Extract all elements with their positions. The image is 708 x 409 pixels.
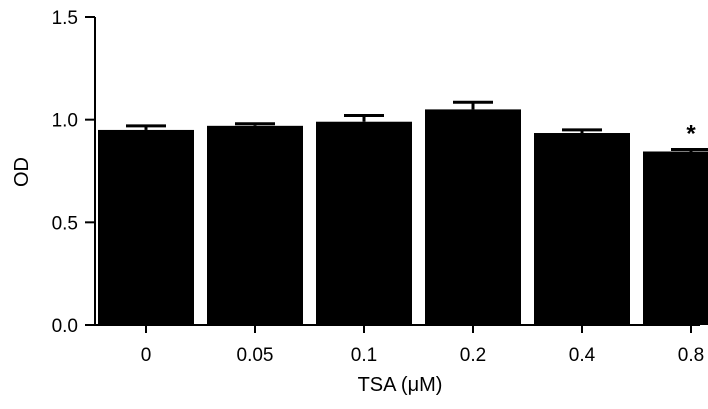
- bar-0.05: [207, 125, 303, 326]
- x-tick-label: 0: [141, 345, 152, 366]
- bar-0.8: [643, 151, 708, 325]
- x-tick-label: 0.8: [678, 345, 704, 366]
- y-axis-label: OD: [11, 157, 33, 187]
- significance-marker: *: [686, 120, 696, 147]
- bar-0.2: [425, 109, 521, 326]
- y-tick-label: 1.5: [52, 8, 78, 29]
- y-tick-label: 0.0: [52, 316, 78, 337]
- y-tick-label: 1.0: [52, 111, 78, 132]
- axes-layer: [85, 16, 700, 333]
- bar-0: [98, 129, 194, 325]
- x-tick-label: 0.1: [351, 345, 377, 366]
- x-tick-label: 0.05: [237, 345, 274, 366]
- labels-layer: 0 0.05 0.1 0.2 0.4 * 0.8 0.0 0.5 1.0 1.5: [52, 8, 705, 366]
- bars-layer: [98, 100, 708, 326]
- x-tick-label: 0.4: [569, 345, 596, 366]
- x-tick-label: 0.2: [460, 345, 486, 366]
- y-tick-label: 0.5: [52, 213, 78, 234]
- bar-0.1: [316, 121, 412, 325]
- x-axis-label: TSA (μM): [358, 374, 443, 396]
- bar-0.4: [534, 133, 630, 325]
